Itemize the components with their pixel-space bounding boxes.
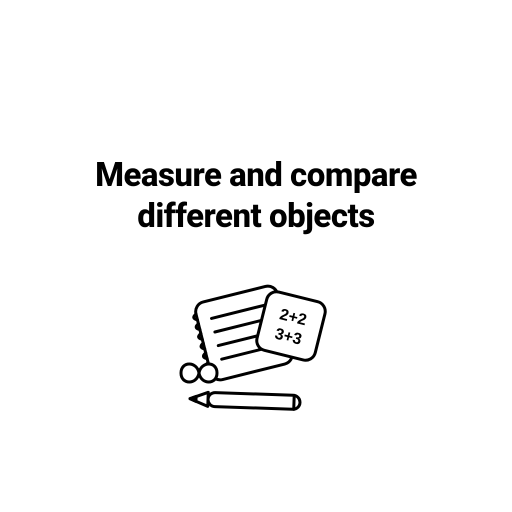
math-supplies-illustration: 2+2 3+3 (166, 278, 346, 428)
canvas: Measure and compare different objects (0, 0, 512, 512)
pencil-icon (190, 392, 300, 410)
title-line-2: different objects (137, 197, 374, 236)
infinity-icon (181, 364, 217, 382)
title-line-1: Measure and compare (95, 156, 417, 195)
flash-card-icon: 2+2 3+3 (255, 290, 328, 363)
math-supplies-svg: 2+2 3+3 (166, 278, 346, 428)
page-title: Measure and compare different objects (0, 155, 512, 238)
